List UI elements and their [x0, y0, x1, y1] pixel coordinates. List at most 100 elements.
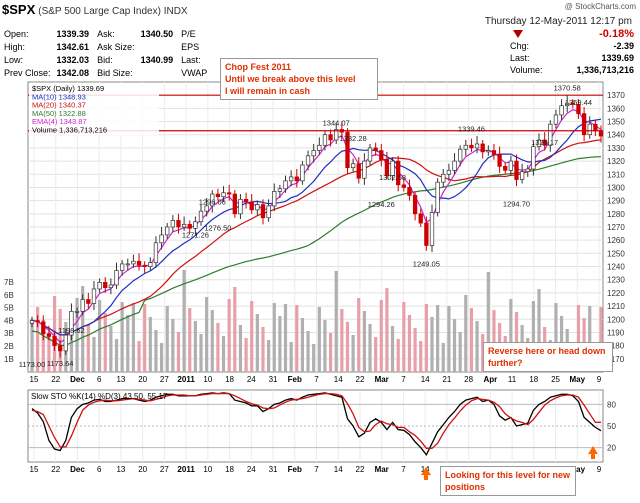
volume-value: 1,336,713,216	[576, 65, 634, 75]
volume-bar	[576, 305, 581, 372]
volume-bar	[289, 342, 293, 372]
candle-body	[367, 147, 373, 162]
legend-entry: $SPX (Daily) 1339.69	[32, 84, 104, 93]
price-tick-label: 1280	[607, 210, 625, 219]
volume-bar	[317, 307, 321, 372]
volume-bar	[306, 331, 310, 372]
down-arrow-icon	[513, 30, 523, 38]
candle-body	[114, 270, 119, 286]
price-tick-label: 1170	[607, 355, 625, 364]
candle-body	[187, 224, 192, 229]
volume-bar	[171, 319, 175, 372]
volume-bar	[436, 305, 440, 372]
annotation-looking: Looking for this level for new positions	[440, 466, 576, 496]
candle-body	[458, 148, 463, 162]
x-tick-label: 11	[508, 375, 517, 384]
quote-summary: -0.18% Chg: -2.39 Last: 1339.69 Volume: 1,3…	[510, 28, 634, 75]
price-tick-label: 1290	[607, 197, 625, 206]
candle-body	[63, 334, 68, 352]
volume-bar	[81, 286, 85, 372]
x-tick-label: 13	[116, 375, 125, 384]
candle-body	[362, 160, 367, 179]
volume-bar	[233, 287, 237, 372]
volume-bar	[255, 314, 259, 372]
volume-bar	[351, 335, 355, 372]
volume-bar	[345, 322, 350, 372]
candle-body	[181, 224, 187, 228]
volume-bar	[69, 335, 74, 372]
x-tick-label: 28	[464, 375, 473, 384]
candle-body	[486, 150, 491, 153]
volume-bar	[143, 304, 147, 372]
x-tick-label: 22	[356, 375, 365, 384]
candle-body	[305, 155, 311, 166]
last-value: 1339.69	[601, 53, 634, 63]
price-label: 1302.58	[379, 173, 406, 182]
volume-bar	[323, 320, 327, 372]
volume-tick-label: 1B	[4, 355, 14, 364]
price-label: 1344.07	[323, 118, 350, 127]
candle-body	[565, 102, 570, 107]
volume-bar	[475, 321, 479, 372]
volume-bar	[312, 344, 316, 372]
x-tick-label: 2011	[177, 465, 195, 474]
volume-bar	[452, 319, 457, 372]
volume-bar	[92, 337, 96, 372]
volume-bar	[205, 297, 209, 372]
price-tick-label: 1360	[607, 104, 625, 113]
volume-bar	[120, 302, 124, 372]
candle-body	[553, 114, 559, 125]
symbol-title: $SPX (S&P 500 Large Cap Index) INDX	[2, 2, 188, 17]
price-tick-label: 1220	[607, 289, 625, 298]
candle-body	[80, 299, 85, 312]
volume-bar	[402, 302, 406, 372]
x-tick-label: 7	[314, 465, 319, 474]
candle-body	[576, 104, 581, 114]
volume-bar	[47, 333, 51, 372]
volume-bar	[441, 343, 445, 372]
candle-body	[345, 131, 350, 169]
candle-body	[170, 220, 175, 228]
candle-body	[294, 176, 299, 182]
legend-entry: MA(50) 1322.88	[32, 109, 86, 118]
up-arrow-stem	[424, 474, 428, 480]
stochastic-tick-label: 50	[607, 422, 616, 431]
candle-body	[272, 191, 277, 207]
annotation-reverse: Reverse here or head down further?	[483, 342, 613, 372]
volume-tick-label: 4B	[4, 316, 14, 325]
candle-body	[198, 210, 204, 223]
volume-tick-label: 3B	[4, 329, 14, 338]
x-tick-label: 22	[51, 375, 60, 384]
candle-body	[441, 173, 446, 183]
candle-body	[480, 143, 485, 153]
candle-body	[193, 221, 198, 229]
candle-body	[255, 204, 260, 211]
quote-row: Prev Close: 1342.08 Bid Size: VWAP	[4, 68, 208, 78]
price-tick-label: 1260	[607, 236, 625, 245]
quote-row: High: 1342.61 Ask Size: EPS	[4, 42, 200, 52]
candle-body	[266, 205, 271, 219]
volume-bar	[407, 315, 412, 372]
price-label: 1294.26	[368, 200, 395, 209]
price-tick-label: 1240	[607, 263, 625, 272]
price-label: 1339.46	[458, 124, 485, 133]
volume-bar	[238, 325, 243, 372]
volume-bar	[300, 318, 305, 372]
candle-body	[519, 171, 525, 180]
candle-body	[463, 144, 468, 150]
x-tick-label: 15	[30, 375, 39, 384]
price-label: 1370.58	[554, 83, 581, 92]
price-tick-label: 1310	[607, 170, 625, 179]
volume-bar	[154, 330, 158, 372]
legend-entry: EMA(4) 1343.87	[32, 117, 87, 126]
price-label: 1359.44	[565, 98, 592, 107]
volume-bar	[272, 303, 276, 372]
candle-body	[108, 284, 114, 288]
volume-bar	[362, 311, 366, 372]
legend-entry: MA(20) 1340.37	[32, 101, 86, 110]
candle-body	[142, 264, 147, 267]
volume-bar	[75, 298, 79, 372]
volume-tick-label: 2B	[4, 342, 14, 351]
candle-body	[238, 198, 243, 215]
price-label: 1294.70	[503, 199, 530, 208]
